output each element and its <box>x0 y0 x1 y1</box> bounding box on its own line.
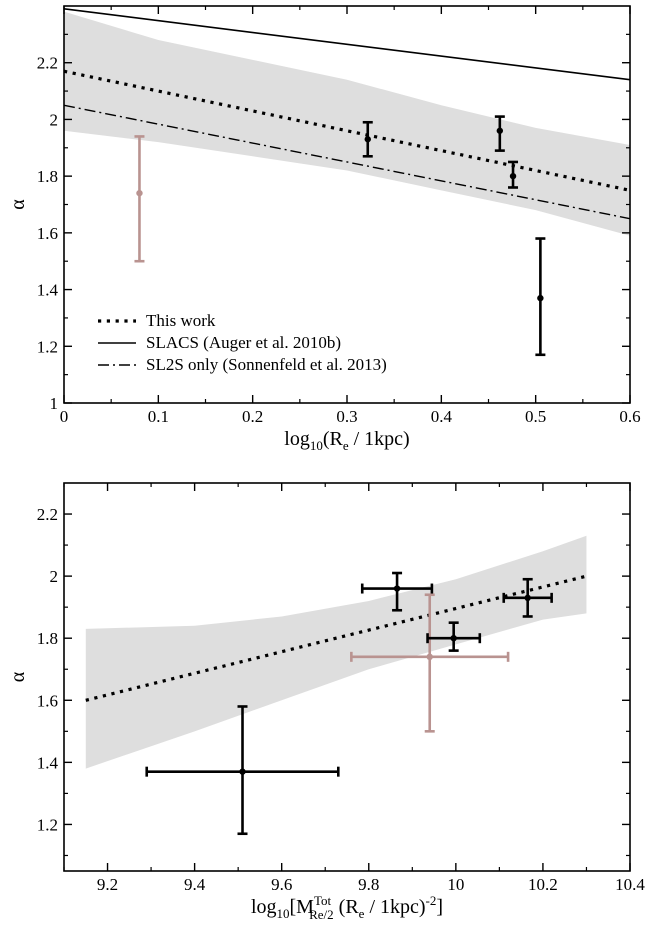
x-tick-label: 0.3 <box>336 407 357 426</box>
data-point <box>537 294 544 302</box>
x-title-end: ] <box>436 896 443 918</box>
x-title-body: [M <box>290 896 315 918</box>
y-tick-label: 1.8 <box>37 629 58 648</box>
x-tick-label: 9.4 <box>184 875 206 894</box>
x-title-sub-e: e <box>359 906 365 921</box>
confidence-band <box>64 11 630 236</box>
data-point <box>393 585 401 592</box>
data-point <box>364 136 371 143</box>
x-title-log: log <box>284 428 310 450</box>
chart-panel-1: 0 0.1 0.2 0.3 0.4 0.5 0.6 1 1.2 1.4 1.6 1.8 2 2.2 α log… <box>7 5 641 453</box>
y-tick-label: 2.2 <box>37 505 58 524</box>
x-tick-label: 9.8 <box>358 875 379 894</box>
y-tick-label: 1 <box>50 394 59 413</box>
x-title-sub-e: e <box>343 438 349 453</box>
x-title-sup-minus2: -2 <box>426 893 437 908</box>
x-title-tail: / 1kpc) <box>349 428 410 450</box>
y-tick-label: 1.6 <box>37 224 58 243</box>
x-tick-label: 0.2 <box>242 407 263 426</box>
data-point <box>524 594 531 602</box>
x-title-tail2: / 1kpc) <box>364 896 425 918</box>
y-axis-title: α <box>7 199 29 210</box>
x-tick-label: 9.2 <box>97 875 118 894</box>
data-point <box>496 127 504 134</box>
x-tick-label: 0.5 <box>525 407 546 426</box>
data-point <box>509 172 517 180</box>
x-axis-title: log10(Re / 1kpc) <box>284 428 409 453</box>
data-point <box>450 635 457 642</box>
y-tick-label: 1.2 <box>37 337 58 356</box>
x-tick-label: 9.6 <box>271 875 292 894</box>
x-title-log: log <box>251 896 277 918</box>
fit-line-dashdot <box>64 104 630 220</box>
x-tick-label: 0.4 <box>431 407 453 426</box>
y-tick-label: 1.6 <box>37 691 58 710</box>
fit-line-dotted <box>85 574 587 702</box>
x-tick-label: 0 <box>60 407 69 426</box>
legend: This work SLACS (Auger et al. 2010b) SL2S … <box>98 311 387 374</box>
x-title-sup-tot: Tot <box>314 893 332 908</box>
x-title-body: (R <box>323 428 344 450</box>
chart-panel-2: 9.2 9.4 9.6 9.8 10 10.2 10.4 1.2 1.4 1.6 1.8 2 2.2 α l… <box>7 482 645 922</box>
y-tick-label: 1.4 <box>37 753 59 772</box>
x-tick-label: 10.4 <box>615 875 645 894</box>
y-tick-label: 1.8 <box>37 167 58 186</box>
x-title-sub: 10 <box>310 438 323 453</box>
x-title-tail: (R <box>334 896 360 918</box>
legend-label: SLACS (Auger et al. 2010b) <box>146 333 341 352</box>
legend-label: SL2S only (Sonnenfeld et al. 2013) <box>146 355 387 374</box>
y-tick-label: 2.2 <box>37 54 58 73</box>
x-tick-label: 10.2 <box>528 875 558 894</box>
plot-area <box>85 535 587 769</box>
y-axis-title: α <box>7 671 29 682</box>
x-axis-title: log10[MTot Re/2 (Re / 1kpc)-2] <box>251 893 443 922</box>
plot-area <box>64 8 630 236</box>
y-tick-label: 2 <box>50 567 59 586</box>
fit-line-solid <box>64 8 630 81</box>
plot-frame <box>63 482 631 872</box>
data-point <box>136 189 143 197</box>
y-tick-label: 2 <box>50 110 59 129</box>
x-tick-label: 0.1 <box>148 407 169 426</box>
x-tick-label: 10 <box>447 875 464 894</box>
x-title-sub: 10 <box>277 906 290 921</box>
confidence-band <box>85 535 587 769</box>
y-tick-label: 1.2 <box>37 815 58 834</box>
data-point <box>239 768 246 775</box>
y-tick-label: 1.4 <box>37 281 59 300</box>
legend-label: This work <box>146 311 216 330</box>
x-tick-label: 0.6 <box>619 407 640 426</box>
data-point <box>426 653 433 661</box>
x-title-sub-re2: Re/2 <box>309 907 334 922</box>
